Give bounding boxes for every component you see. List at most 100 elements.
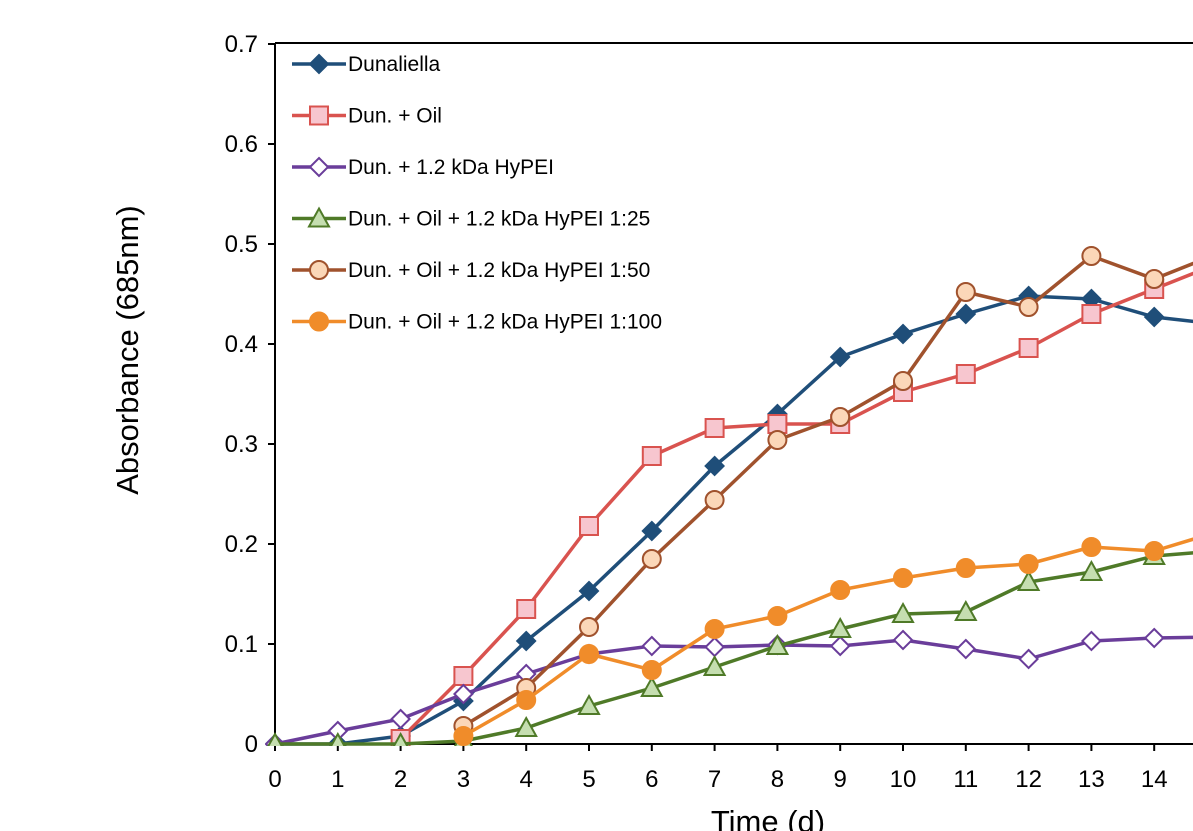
data-point	[579, 644, 599, 664]
data-point	[578, 580, 600, 602]
data-point	[329, 731, 346, 746]
data-point	[830, 580, 851, 600]
data-point	[1081, 304, 1102, 324]
data-point	[767, 606, 788, 626]
data-point	[453, 666, 474, 686]
data-point	[1018, 554, 1039, 574]
y-tick-label: 0	[245, 731, 258, 758]
y-tick-label: 0.1	[225, 631, 258, 658]
legend-marker	[307, 206, 331, 228]
data-point	[515, 630, 537, 652]
legend-marker	[308, 156, 330, 178]
data-point	[1079, 559, 1104, 581]
data-point	[1143, 306, 1165, 328]
data-point	[516, 690, 537, 710]
data-point	[641, 635, 663, 657]
x-tick-label: 6	[645, 766, 658, 793]
data-point	[267, 731, 283, 746]
data-point	[577, 693, 601, 715]
data-point	[893, 568, 913, 588]
data-point	[1081, 537, 1102, 557]
x-tick-label: 1	[331, 766, 344, 793]
data-point	[955, 303, 977, 325]
series-1	[265, 285, 1193, 746]
series-line	[399, 271, 1193, 741]
x-tick-label: 12	[1015, 766, 1042, 793]
x-tick-label: 3	[457, 766, 470, 793]
legend-label: Dun. + Oil	[348, 105, 442, 128]
y-tick-label: 0.6	[225, 131, 258, 158]
data-point	[892, 629, 914, 651]
data-point	[1081, 246, 1102, 266]
x-tick-label: 9	[834, 766, 847, 793]
legend-label: Dun. + Oil + 1.2 kDa HyPEI 1:100	[348, 311, 662, 334]
x-axis-title: Time (d)	[711, 804, 825, 831]
x-tick-label: 8	[771, 766, 784, 793]
x-tick-label: 13	[1078, 766, 1105, 793]
data-point	[1080, 630, 1102, 652]
data-point	[892, 323, 914, 345]
data-point	[702, 654, 727, 676]
series-4	[267, 543, 1193, 746]
x-tick-label: 10	[890, 766, 917, 793]
data-point	[641, 660, 662, 680]
data-point	[641, 446, 662, 466]
legend-entry: Dun. + Oil	[292, 105, 442, 128]
legend-entry: Dun. + Oil + 1.2 kDa HyPEI 1:50	[292, 259, 650, 282]
data-point	[954, 599, 978, 621]
data-point	[891, 601, 915, 623]
data-point	[1018, 338, 1039, 358]
data-point	[453, 726, 474, 746]
y-tick-label: 0.7	[225, 31, 258, 58]
x-tick-label: 14	[1141, 766, 1168, 793]
y-tick-label: 0.3	[225, 431, 258, 458]
data-point	[514, 715, 538, 737]
series-layer	[265, 246, 1193, 746]
data-point	[1144, 269, 1165, 289]
data-point	[392, 731, 409, 746]
legend-entry: Dun. + Oil + 1.2 kDa HyPEI 1:100	[292, 311, 662, 334]
series-line	[275, 294, 1193, 746]
data-point	[641, 520, 663, 542]
data-point	[829, 346, 851, 368]
legend-label: Dun. + Oil + 1.2 kDa HyPEI 1:25	[348, 208, 650, 231]
legend-marker	[309, 105, 329, 126]
series-line	[274, 635, 1193, 746]
axis-ticks: 00.10.20.30.40.50.60.70 1 2 3 4 5 6 7 8 9 10 11 12 13…	[225, 31, 1168, 793]
x-tick-label: 11	[953, 766, 978, 793]
data-point	[828, 616, 852, 638]
y-tick-label: 0.5	[225, 231, 258, 258]
series-6	[453, 537, 1193, 746]
data-point	[893, 371, 913, 391]
data-point	[579, 516, 599, 536]
data-point	[830, 407, 851, 427]
legend-marker	[309, 260, 329, 280]
x-tick-label: 5	[582, 766, 595, 793]
data-point	[390, 708, 412, 730]
series-line	[275, 551, 1193, 746]
data-point	[955, 282, 976, 302]
data-point	[640, 675, 664, 697]
legend-label: Dun. + Oil + 1.2 kDa HyPEI 1:50	[348, 259, 650, 282]
legend-marker	[309, 311, 329, 332]
data-point	[1018, 648, 1040, 670]
data-point	[829, 635, 851, 657]
data-point	[955, 558, 976, 578]
x-tick-label: 7	[708, 766, 721, 793]
x-tick-label: 2	[394, 766, 407, 793]
data-point	[704, 490, 725, 510]
data-point	[516, 599, 537, 619]
legend-label: Dunaliella	[348, 53, 441, 76]
legend-entry: Dun. + 1.2 kDa HyPEI	[292, 156, 554, 179]
data-point	[1144, 541, 1165, 561]
y-tick-label: 0.2	[225, 531, 258, 558]
data-point	[767, 430, 788, 450]
data-point	[641, 549, 662, 569]
data-point	[704, 455, 726, 477]
legend-label: Dun. + 1.2 kDa HyPEI	[348, 156, 554, 179]
data-point	[704, 636, 726, 658]
data-point	[452, 683, 474, 705]
data-point	[1143, 627, 1165, 649]
data-point	[704, 418, 725, 438]
